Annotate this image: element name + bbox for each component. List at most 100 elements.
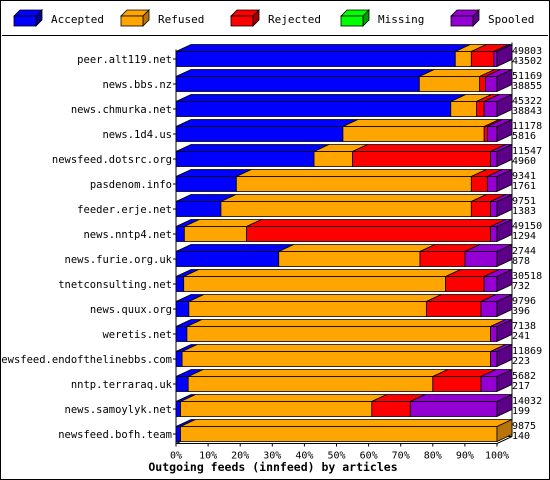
bar-front-spooled xyxy=(485,76,498,92)
bar-side-spooled xyxy=(496,168,513,193)
bar-segment-spooled xyxy=(490,343,513,368)
bar-segment-accepted xyxy=(175,144,330,167)
offered-value-label: 49150 xyxy=(512,221,542,232)
accepted-value-label: 43502 xyxy=(512,56,542,67)
bar-top-refused xyxy=(181,344,506,352)
offered-value-label: 49803 xyxy=(512,46,542,57)
category-label: nntp.terraraq.uk xyxy=(71,379,173,391)
offered-value-label: 9751 xyxy=(512,196,536,207)
bar-side-spooled xyxy=(496,318,513,343)
bar-front-accepted xyxy=(175,51,456,67)
category-label: peer.alt119.net xyxy=(77,54,172,66)
bar-segment-accepted xyxy=(175,294,205,317)
bar-front-spooled xyxy=(464,251,498,267)
bar-side-spooled xyxy=(496,268,513,293)
bar-front-refused xyxy=(183,226,248,242)
bar-segment-spooled xyxy=(409,393,513,418)
bar-segment-accepted xyxy=(175,419,196,442)
bar-side-spooled xyxy=(496,393,513,418)
category-label: news.bbs.nz xyxy=(102,79,172,91)
accepted-value-label: 5816 xyxy=(512,131,536,142)
legend-label-spooled: Spooled xyxy=(488,13,534,26)
bar-front-accepted xyxy=(175,101,452,117)
category-label: news.samoylyk.net xyxy=(65,404,172,416)
accepted-value-label: 217 xyxy=(512,381,530,392)
offered-value-label: 2744 xyxy=(512,246,536,257)
bar-segment-accepted xyxy=(175,369,204,392)
bar-segment-refused xyxy=(220,194,487,217)
accepted-value-label: 1761 xyxy=(512,181,536,192)
bar-segment-rejected xyxy=(425,294,497,317)
x-tick-label: 60% xyxy=(360,451,378,462)
bar-segment-refused xyxy=(187,369,448,392)
bar-front-spooled xyxy=(490,326,498,342)
bar-segment-spooled xyxy=(490,318,513,343)
bar-front-accepted xyxy=(175,251,280,267)
bar-front-rejected xyxy=(476,101,485,117)
bar-segment-accepted xyxy=(175,69,435,92)
bar-segment-accepted xyxy=(175,44,471,67)
bar-segment-accepted xyxy=(175,269,199,292)
accepted-value-label: 38843 xyxy=(512,106,542,117)
bar-front-refused xyxy=(220,201,472,217)
bar-front-accepted xyxy=(175,226,185,242)
bar-segment-rejected xyxy=(419,244,481,267)
legend-item-spooled: Spooled xyxy=(450,9,534,27)
legend-label-missing: Missing xyxy=(378,13,424,26)
bar-front-refused xyxy=(450,101,477,117)
offered-value-label: 14032 xyxy=(512,396,542,407)
bar-top-refused xyxy=(186,319,506,327)
category-label: weretis.net xyxy=(102,329,172,341)
bar-front-rejected xyxy=(445,276,485,292)
bar-top-accepted xyxy=(175,44,471,52)
bar-segment-refused xyxy=(181,344,506,367)
bar-front-refused xyxy=(187,376,434,392)
bar-segment-refused xyxy=(278,244,436,267)
bar-front-refused xyxy=(180,401,373,417)
accepted-value-label: 396 xyxy=(512,306,530,317)
offered-value-label: 11178 xyxy=(512,121,542,132)
bar-top-refused xyxy=(183,269,461,277)
bar-top-spooled xyxy=(410,394,513,402)
bar-top-accepted xyxy=(175,244,294,252)
bar-segment-spooled xyxy=(490,218,513,243)
accepted-value-label: 223 xyxy=(512,356,530,367)
bar-front-spooled xyxy=(490,351,498,367)
legend-swatch-refused xyxy=(120,15,144,27)
category-label: news.1d4.us xyxy=(102,129,172,141)
bar-top-refused xyxy=(180,394,387,402)
legend-item-rejected: Rejected xyxy=(230,9,321,27)
bar-top-refused xyxy=(278,244,436,252)
bar-front-rejected xyxy=(470,176,488,192)
bar-front-spooled xyxy=(490,226,498,242)
legend-swatch-accepted xyxy=(13,15,37,27)
bar-side-spooled xyxy=(496,143,513,168)
category-label: newsfeed.bofh.team xyxy=(58,429,172,441)
bar-front-accepted xyxy=(175,301,190,317)
bar-front-spooled xyxy=(483,101,498,117)
category-label: pasdenom.info xyxy=(90,179,172,191)
bar-segment-rejected xyxy=(246,219,506,242)
bar-side-spooled xyxy=(496,193,513,218)
bar-segment-refused xyxy=(180,394,387,417)
accepted-value-label: 878 xyxy=(512,256,530,267)
offered-value-label: 11547 xyxy=(512,146,542,157)
bar-side-spooled xyxy=(496,368,513,393)
accepted-value-label: 732 xyxy=(512,281,530,292)
bar-segment-accepted xyxy=(175,244,294,267)
bar-top-accepted xyxy=(175,144,330,152)
bar-top-refused xyxy=(220,194,487,202)
accepted-value-label: 38855 xyxy=(512,81,542,92)
plot-area: 0% 10% 20% 30% 40% 50% 60% 70% 80% 90% 100% peer.al… xyxy=(0,42,542,462)
bar-top-rejected xyxy=(352,144,506,152)
bar-front-refused xyxy=(186,326,491,342)
offered-value-label: 51169 xyxy=(512,71,542,82)
x-tick-label: 100% xyxy=(485,451,509,462)
legend-label-accepted: Accepted xyxy=(51,13,104,26)
x-tick-label: 30% xyxy=(263,451,281,462)
